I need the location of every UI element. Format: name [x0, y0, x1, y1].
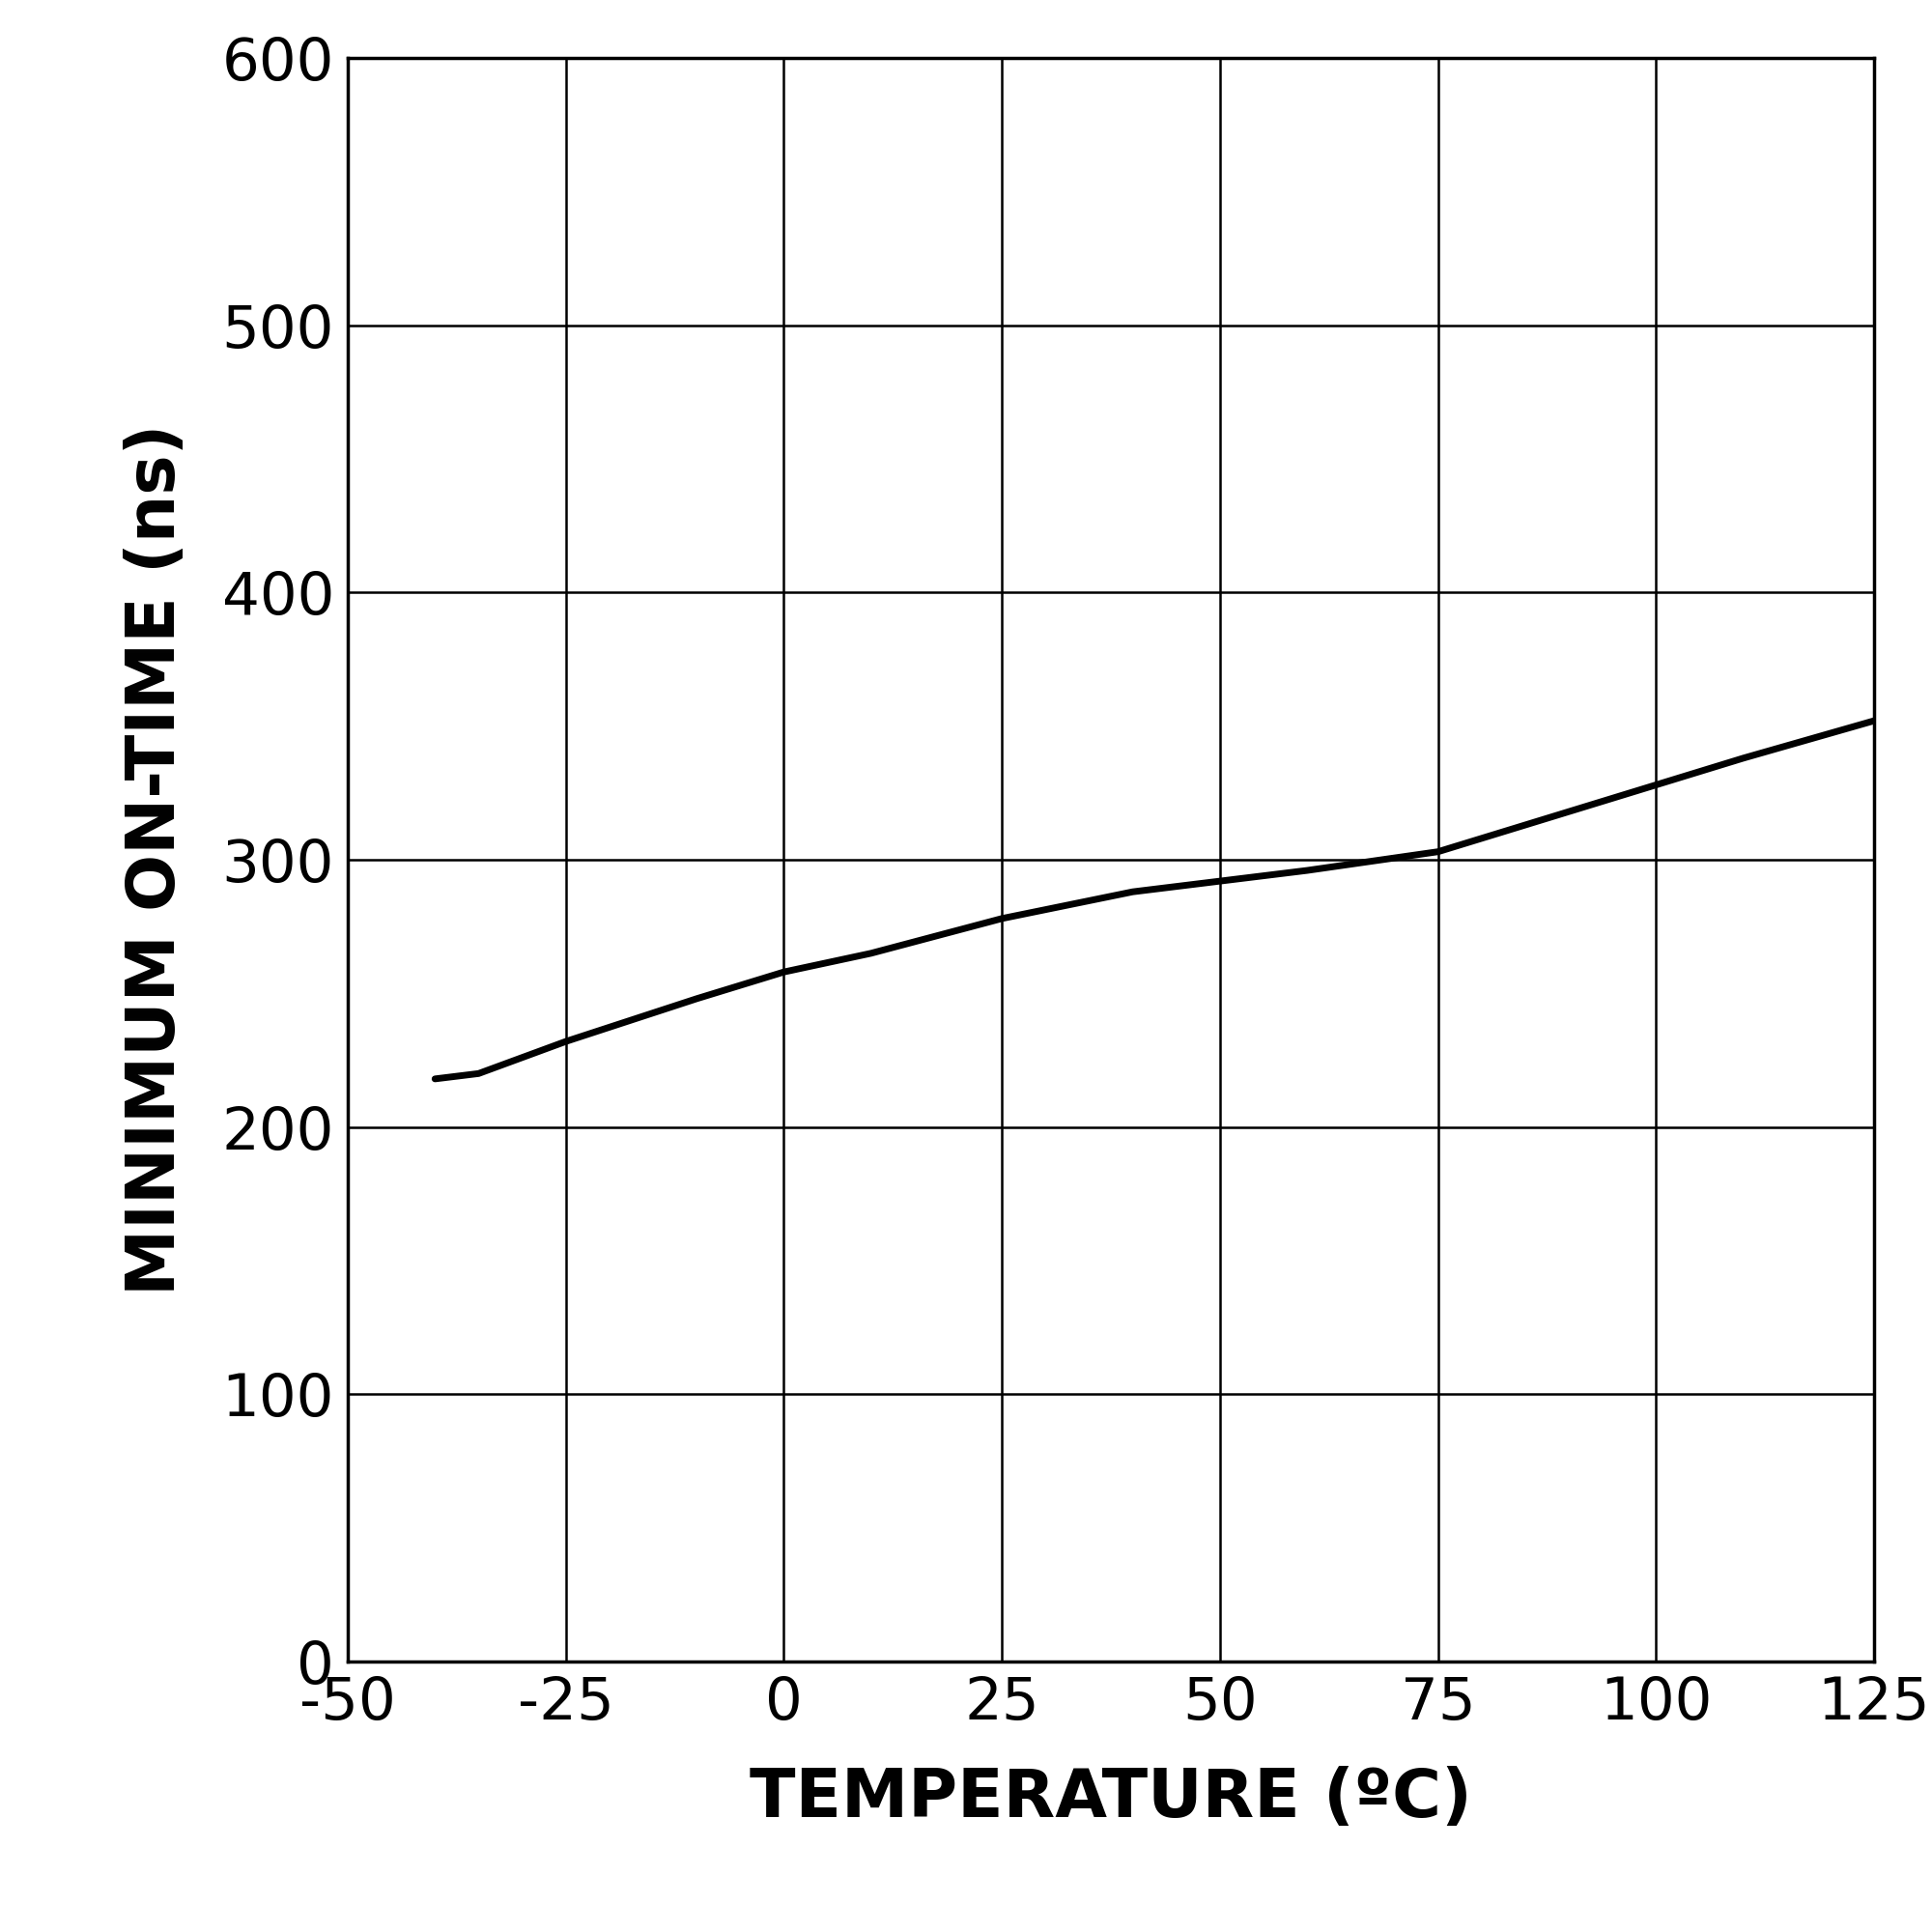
X-axis label: TEMPERATURE (ºC): TEMPERATURE (ºC) [750, 1766, 1472, 1830]
Y-axis label: MINIMUM ON-TIME (ns): MINIMUM ON-TIME (ns) [124, 423, 189, 1296]
